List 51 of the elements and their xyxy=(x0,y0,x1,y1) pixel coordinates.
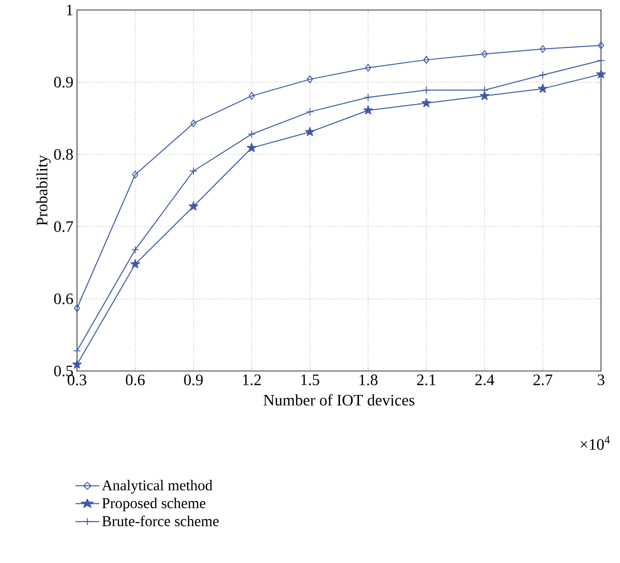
y-tick-label: 0.8 xyxy=(54,148,73,160)
x-tick-label: 1.2 xyxy=(243,374,261,386)
point xyxy=(306,75,313,84)
y-tick-label: 1 xyxy=(66,4,73,16)
y-tick-label: 0.7 xyxy=(54,221,74,232)
x-tick-label: 2.1 xyxy=(417,374,436,386)
legend-label: Analytical method xyxy=(102,480,212,494)
x-tick-label: 0.3 xyxy=(68,374,86,386)
x-tick-label: 2.4 xyxy=(475,374,494,386)
x-tick-label: 2.7 xyxy=(534,374,552,386)
x-tick-label: 1.5 xyxy=(301,374,320,386)
point xyxy=(364,93,372,102)
x-tick-label: 0.6 xyxy=(126,374,145,386)
point xyxy=(72,360,82,369)
point xyxy=(73,346,81,355)
y-tick-label: 0.9 xyxy=(54,76,73,88)
x-tick-label: 3 xyxy=(598,374,604,386)
point xyxy=(132,170,138,179)
y-tick-label: 0.5 xyxy=(54,366,73,376)
point xyxy=(306,108,314,116)
point xyxy=(363,105,373,114)
legend-label: Proposed scheme xyxy=(102,498,206,512)
point xyxy=(481,50,488,58)
point xyxy=(480,90,490,100)
point xyxy=(540,45,546,53)
point xyxy=(131,246,140,254)
point xyxy=(538,71,547,79)
point xyxy=(130,259,140,268)
point xyxy=(305,127,315,136)
point xyxy=(598,41,604,50)
point xyxy=(189,167,198,175)
point xyxy=(422,86,430,94)
point xyxy=(248,92,255,100)
point xyxy=(188,201,198,211)
text: ×10$^{4}$ xyxy=(580,436,610,450)
point xyxy=(246,142,256,152)
point xyxy=(190,119,197,128)
point xyxy=(538,84,548,93)
point xyxy=(365,64,372,72)
point xyxy=(422,98,432,108)
y-axis-title: Probability xyxy=(36,155,51,226)
x-tick-label: 0.9 xyxy=(184,374,203,386)
legend-label: Brute-force scheme xyxy=(102,516,219,526)
x-axis-title: Number of IOT devices xyxy=(264,394,414,406)
x-tick-label: 1.8 xyxy=(360,374,378,386)
point xyxy=(597,56,605,64)
point xyxy=(248,130,256,138)
y-tick-label: 0.6 xyxy=(54,293,74,304)
point xyxy=(423,56,430,64)
point xyxy=(74,304,80,312)
point xyxy=(596,69,606,78)
